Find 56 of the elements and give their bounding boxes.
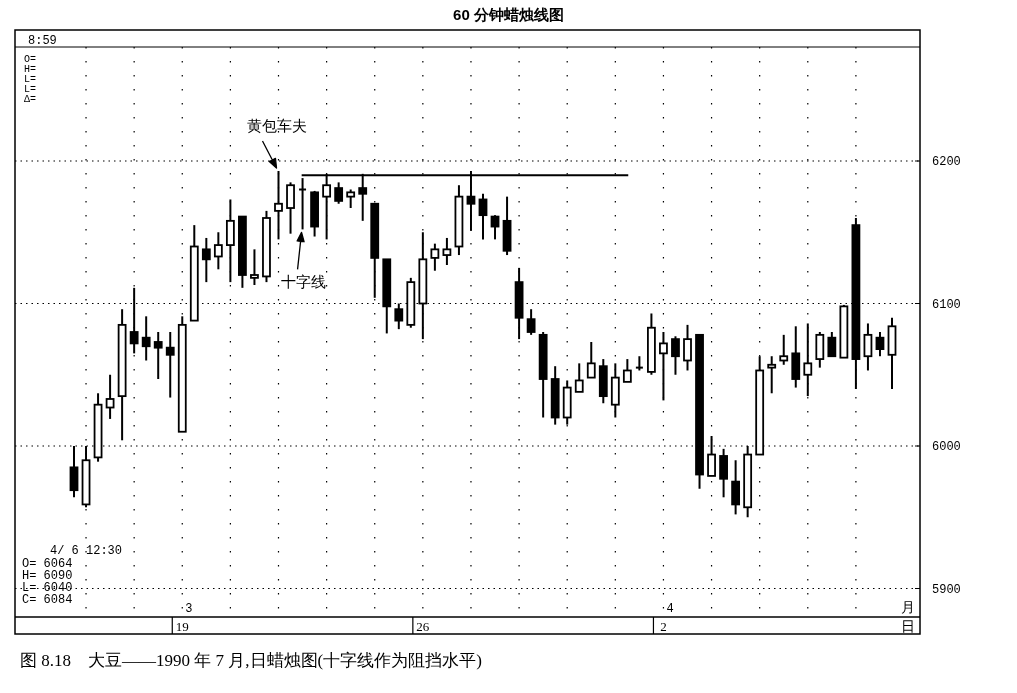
text: 日 — [901, 618, 915, 634]
annotation: 十字线 — [280, 273, 326, 291]
y-tick-label: 6100 — [932, 297, 961, 312]
candlestick — [767, 355, 777, 395]
annotation: O= 6064 — [22, 557, 73, 571]
text: Δ= — [24, 94, 37, 105]
candlestick — [105, 373, 115, 420]
annotation: 黄包车夫 — [246, 116, 307, 134]
text: 8:59 — [28, 34, 57, 48]
caption: 图 8.18 大豆——1990 年 7 月,日蜡烛图(十字线作为阻挡水平) — [20, 651, 482, 670]
candlestick — [213, 231, 223, 271]
candlestick — [394, 302, 404, 331]
candlestick — [141, 315, 151, 362]
candlestick — [442, 236, 452, 267]
candlestick — [153, 331, 163, 381]
candlestick — [622, 358, 632, 383]
candlestick — [719, 447, 728, 499]
x-tick-label: 26 — [416, 619, 430, 634]
text: O= — [24, 54, 37, 65]
text: L= — [24, 74, 37, 85]
candlestick — [286, 181, 295, 235]
candlestick — [250, 248, 259, 286]
y-tick-label: 6000 — [932, 440, 961, 454]
text: H= — [24, 64, 37, 75]
candlestick — [659, 331, 668, 402]
candlestick — [478, 192, 488, 241]
candlestick — [779, 333, 789, 366]
candlestick — [298, 177, 308, 231]
candlestick — [526, 308, 536, 336]
candlestick — [165, 331, 175, 399]
candlestick — [586, 340, 596, 379]
candlestick — [827, 331, 837, 358]
x-tick-label: 2 — [660, 619, 667, 634]
y-tick-label: 5900 — [932, 582, 961, 597]
candlestick — [274, 169, 283, 241]
annotation: H= 6090 — [22, 569, 73, 583]
annotation: C= 6084 — [22, 593, 73, 607]
candlestick — [671, 335, 680, 376]
text: L= — [24, 84, 37, 95]
candlestick — [430, 242, 440, 272]
y-tick-label: 6200 — [932, 155, 961, 169]
candlestick — [875, 331, 885, 358]
chart-title: 60 分钟蜡烛线图 — [453, 6, 564, 23]
candlestick — [201, 236, 211, 284]
x-tick-label: 19 — [175, 619, 189, 634]
candlestick — [731, 459, 741, 516]
text: 月 — [901, 599, 915, 615]
annotation: 3 — [185, 602, 193, 616]
candlestick — [334, 181, 344, 205]
annotation: L= 6040 — [22, 581, 73, 595]
candlestick — [574, 362, 584, 393]
annotation: 4 — [666, 602, 674, 616]
candlestick — [346, 188, 356, 210]
candlestick — [683, 323, 692, 372]
candlestick — [863, 322, 873, 372]
annotation: 4/ 6 12:30 — [50, 544, 123, 558]
